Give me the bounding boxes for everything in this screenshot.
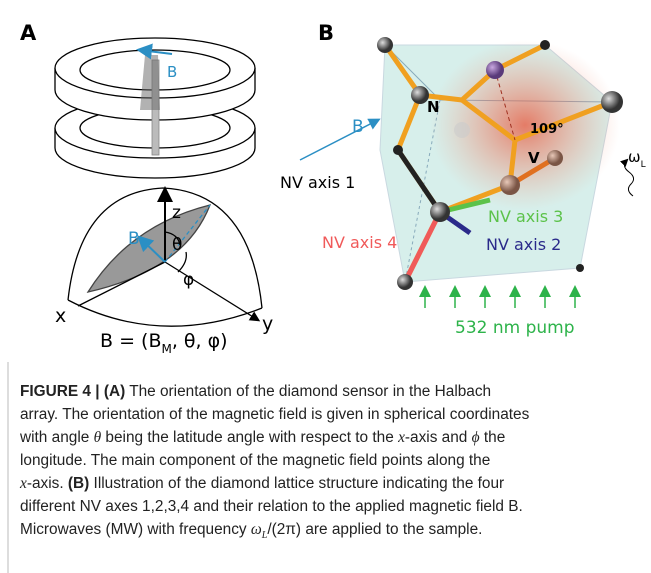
caption-text: ϕ [472,429,480,446]
caption-text: Microwaves (MW) with frequency [20,521,251,538]
equation: B = (BM, θ, φ) [100,330,228,356]
caption-text: (B) [68,475,89,492]
equation-part: M [161,342,171,356]
label-part: ω [628,148,641,166]
equation-part: B = (B [100,330,161,352]
axis-name: NV axis 1 [280,173,355,192]
caption-line: FIGURE 4 | (A) The orientation of the di… [20,380,645,403]
panel-a [55,38,262,326]
panel-label: A [20,21,37,45]
label: B [128,229,140,249]
caption-text: being the latitude angle with respect to… [101,429,398,446]
page: A B z B θ φ x y B = (BM, θ, φ) B B N 109… [0,0,651,573]
caption-text: FIGURE 4 | (A) [20,383,125,400]
caption-line: Microwaves (MW) with frequency ωL/(2π) a… [20,518,645,547]
caption-text: x [20,475,27,492]
caption-text: ω [251,521,262,538]
equation-part: , θ, φ) [172,330,228,352]
label-part: L [641,160,646,170]
pump-label: 532 nm pump [455,318,575,338]
caption-text: -axis and [405,429,472,446]
caption-line: longitude. The main component of the mag… [20,449,645,472]
axis-name: NV axis 2 [486,235,561,254]
caption-text: -axis. [27,475,68,492]
axis-name: NV axis 3 [488,207,563,226]
label: N [427,98,440,116]
axis-label: z [172,203,181,223]
caption-text: The orientation of the diamond sensor in… [125,383,491,400]
caption-text: with angle [20,429,94,446]
label: V [528,149,540,167]
caption-text: array. The orientation of the magnetic f… [20,406,529,423]
label: B [352,117,364,137]
axis-name: NV axis 4 [322,233,397,252]
caption-text: different NV axes 1,2,3,4 and their rela… [20,498,523,515]
caption-text: Illustration of the diamond lattice stru… [89,475,504,492]
caption-line: x-axis. (B) Illustration of the diamond … [20,472,645,495]
axis-label: x [55,305,66,327]
caption-line: array. The orientation of the magnetic f… [20,403,645,426]
label: φ [183,270,194,290]
caption-text: x [398,429,405,446]
caption-line: with angle θ being the latitude angle wi… [20,426,645,449]
caption-text: /(2π) are applied to the sample. [267,521,482,538]
axis-label: y [262,313,273,335]
caption: FIGURE 4 | (A) The orientation of the di… [20,380,645,547]
caption-text: longitude. The main component of the mag… [20,452,490,469]
label: 109° [530,122,564,137]
panel-label: B [318,21,334,45]
caption-text: the [480,429,506,446]
label: B [167,63,177,81]
label: θ [172,235,182,255]
label: ωL [628,148,646,170]
caption-line: different NV axes 1,2,3,4 and their rela… [20,495,645,518]
